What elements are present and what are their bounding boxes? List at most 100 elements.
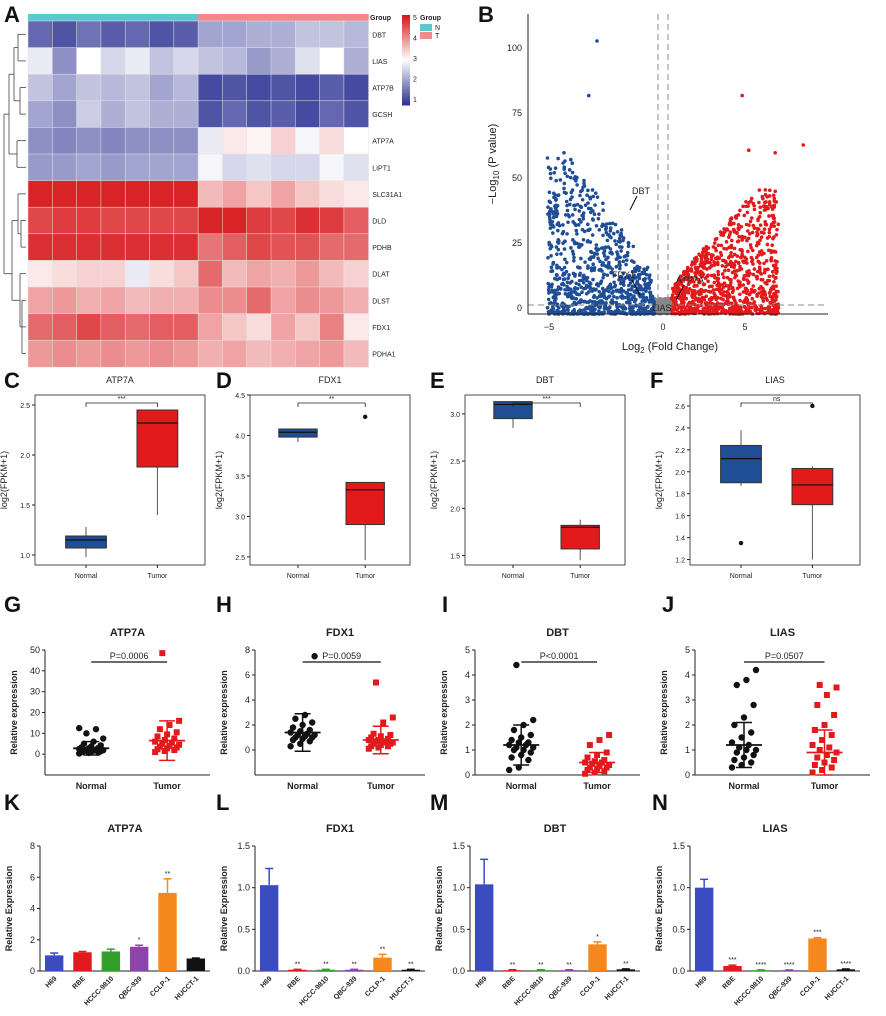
heatmap-cell bbox=[173, 47, 199, 75]
volcano-point-down bbox=[568, 175, 573, 180]
bar-star: *** bbox=[728, 957, 736, 964]
heatmap-cell bbox=[246, 206, 272, 235]
heatmap-cell bbox=[319, 20, 345, 49]
scatter-point bbox=[389, 714, 396, 721]
volcano-point-up bbox=[748, 243, 753, 247]
scatter-point bbox=[738, 734, 745, 741]
volcano-point-down bbox=[582, 286, 586, 291]
volcano-point-up bbox=[767, 194, 772, 198]
chart-x-label: Tumor bbox=[147, 573, 168, 580]
volcano-point-up bbox=[696, 304, 701, 309]
heatmap-cell bbox=[52, 313, 78, 341]
volcano-point-up bbox=[729, 216, 734, 220]
chart-ytick-label: 3.0 bbox=[235, 514, 245, 521]
heatmap-cell bbox=[100, 180, 126, 208]
chart-j: 0 1 2 3 4 5 Relative expression LIAS Normal Tumor… bbox=[659, 627, 870, 791]
volcano-point-down bbox=[562, 181, 567, 186]
heatmap-cell bbox=[295, 313, 321, 341]
chart-ytick-label: 4 bbox=[245, 695, 250, 705]
heatmap-cell bbox=[27, 127, 53, 155]
chart-ytick-label: 0.0 bbox=[452, 966, 465, 976]
box-body bbox=[136, 409, 179, 468]
volcano-point-up bbox=[680, 292, 684, 296]
heatmap-group-bar bbox=[28, 14, 369, 21]
bar bbox=[288, 969, 307, 971]
heatmap-cell bbox=[319, 73, 345, 102]
volcano-point-down bbox=[562, 190, 567, 195]
gene-label: SLC31A1 bbox=[372, 192, 402, 199]
volcano-point-down bbox=[598, 259, 602, 264]
heatmap-cell bbox=[100, 153, 126, 182]
volcano-point-up bbox=[763, 306, 767, 311]
volcano-point-up bbox=[693, 311, 697, 316]
volcano-point-up bbox=[725, 275, 730, 280]
heatmap-cell bbox=[124, 180, 151, 208]
volcano-point-up bbox=[716, 262, 720, 267]
heatmap-cell bbox=[52, 260, 78, 288]
volcano-point-down bbox=[546, 310, 551, 314]
chart-ytick-label: 1.5 bbox=[452, 841, 465, 851]
heatmap-cell bbox=[270, 100, 296, 129]
heatmap-cell bbox=[197, 233, 224, 262]
volcano-point-up bbox=[696, 265, 700, 270]
volcano-point-up bbox=[713, 262, 717, 266]
volcano-point-up bbox=[739, 305, 743, 310]
heatmap-cell bbox=[149, 20, 175, 49]
volcano-point-down bbox=[552, 294, 556, 299]
volcano-point-down bbox=[581, 217, 586, 221]
scatter-point bbox=[506, 766, 513, 774]
heatmap-cell bbox=[319, 127, 345, 155]
volcano-point-up bbox=[755, 269, 760, 274]
volcano-point-up bbox=[747, 223, 751, 227]
volcano-point-down bbox=[548, 171, 553, 176]
heatmap-cell bbox=[246, 313, 272, 341]
scatter-point bbox=[76, 724, 83, 732]
volcano-point-down bbox=[553, 193, 557, 197]
chart-x-label: H69 bbox=[475, 975, 489, 989]
volcano-point-up bbox=[728, 220, 733, 225]
heatmap-cell bbox=[197, 20, 224, 49]
volcano-point-up bbox=[762, 270, 767, 275]
scatter-point bbox=[171, 735, 178, 742]
volcano-point-up bbox=[737, 234, 741, 239]
scatter-point bbox=[527, 749, 534, 756]
heatmap-cell bbox=[124, 233, 151, 262]
volcano-point-up bbox=[761, 286, 765, 291]
color-scale-step bbox=[402, 102, 410, 106]
volcano-point-up bbox=[751, 284, 756, 288]
volcano-point-down bbox=[561, 306, 566, 310]
heatmap-cell bbox=[295, 233, 321, 262]
heatmap-cell bbox=[149, 233, 175, 262]
scatter-point bbox=[811, 762, 818, 768]
volcano-point-down bbox=[594, 282, 599, 287]
chart-ytick-label: 4 bbox=[685, 670, 690, 680]
volcano-point-up bbox=[772, 220, 777, 224]
scatter-point bbox=[513, 661, 520, 669]
scatter-point bbox=[736, 744, 743, 751]
chart-x-label: HCCC-9810 bbox=[733, 975, 765, 1007]
scatter-point bbox=[584, 754, 591, 761]
annot-dbt-line bbox=[629, 195, 638, 211]
volcano-point-down bbox=[621, 283, 626, 287]
heatmap-cell bbox=[173, 127, 199, 155]
heatmap-cell bbox=[52, 20, 78, 49]
chart-k: 0 2 4 6 8 Relative Expression ATP7A H69 RBEHCCC-… bbox=[4, 823, 210, 1007]
heatmap-cell bbox=[27, 47, 53, 75]
scatter-point bbox=[292, 715, 299, 722]
volcano-ytick-25: 25 bbox=[512, 238, 522, 248]
volcano-point-down bbox=[555, 209, 559, 213]
volcano-point-up bbox=[730, 261, 735, 266]
color-scale-step bbox=[402, 98, 410, 101]
volcano-point-down bbox=[628, 281, 633, 285]
heatmap-cell bbox=[52, 47, 78, 75]
panel-letter-b: B bbox=[478, 2, 494, 27]
significance-bracket bbox=[85, 402, 158, 407]
volcano-point-up bbox=[730, 305, 734, 309]
scatter-point bbox=[508, 736, 515, 744]
chart-ytick-label: 30 bbox=[30, 687, 40, 697]
volcano-point-down bbox=[605, 306, 609, 310]
volcano-point-down bbox=[557, 291, 562, 296]
volcano-point-down bbox=[556, 238, 561, 242]
volcano-point-up bbox=[673, 282, 677, 287]
volcano-point-up bbox=[751, 248, 755, 253]
